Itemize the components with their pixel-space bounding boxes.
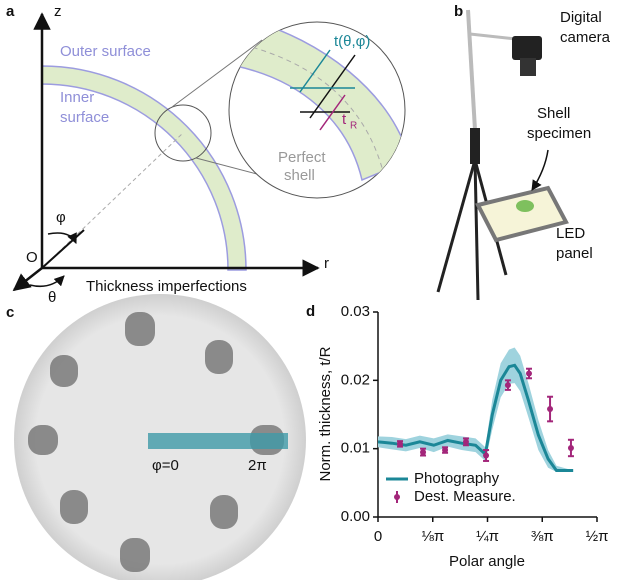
specimen [516,200,534,212]
panel-label: c [6,304,14,321]
point [397,441,403,447]
panel-label: b [454,3,463,20]
surface-label: Inner [60,89,94,106]
tripod-leg [438,160,475,292]
panel-c: c φ=0 2π [6,294,306,580]
camera-label: Digital [560,9,602,26]
angle-label: θ [48,289,56,306]
x-axis-label: Polar angle [449,553,525,570]
camera-lens [520,58,536,76]
point [547,406,553,412]
led-panel [478,188,566,240]
specimen-label: Shell [537,105,570,122]
point [442,447,448,453]
y-tick-label: 0.00 [341,508,370,525]
panel-d: d Polar angle Norm. thickness, t/R 0.000… [306,303,608,570]
tripod-post [468,10,475,130]
x-tick-label: ⅜π [531,528,554,545]
y-tick-label: 0.03 [341,303,370,320]
point [420,449,426,455]
theta-arc [30,276,64,286]
origin-label: O [26,249,38,266]
y-axis-label: Norm. thickness, t/R [317,346,334,481]
axis-label: z [54,3,62,20]
y-tick-label: 0.01 [341,440,370,457]
specimen-arrow [532,150,548,190]
point [526,371,532,377]
angle-label: φ [56,209,66,226]
uncertainty-band [378,348,573,472]
surface-label: Outer surface [60,43,151,60]
legend-label: Photography [414,470,500,487]
figure: a z r O φ θ Outer surface Inner surface … [0,0,627,580]
x-tick-label: ¼π [476,528,499,545]
panel-b: b Digital camera Shell specimen LED pane… [438,3,611,300]
camera [512,36,542,60]
y-tick-label: 0.02 [341,371,370,388]
specimen-label: specimen [527,125,591,142]
led-label: LED [556,225,585,242]
point [463,439,469,445]
led-label: panel [556,245,593,262]
tripod-leg [475,160,478,300]
x-tick-label: ½π [586,528,609,545]
angle-strip [148,433,288,449]
perfect-shell-label: shell [284,167,315,184]
phi-ref [42,230,84,268]
strip-end-label: 2π [248,457,267,474]
caption: Thickness imperfections [86,278,247,295]
point [505,382,511,388]
thickness-label: t(θ,φ) [334,33,370,50]
panel-label: a [6,3,15,20]
panel-label: d [306,303,315,320]
page: a z r O φ θ Outer surface Inner surface … [0,0,627,585]
point [568,445,574,451]
surface-label: surface [60,109,109,126]
axis-label: r [324,255,329,272]
tripod-head [470,128,480,164]
point [483,453,489,459]
legend-label: Dest. Measure. [414,488,516,505]
legend-swatch [394,494,400,500]
perfect-shell-label: Perfect [278,149,326,166]
x-tick-label: ⅛π [421,528,444,545]
radial-thickness-sub: R [350,121,357,132]
strip-start-label: φ=0 [152,457,179,474]
panel-a: a z r O φ θ Outer surface Inner surface … [6,3,410,306]
x-tick-label: 0 [374,528,382,545]
camera-label: camera [560,29,611,46]
